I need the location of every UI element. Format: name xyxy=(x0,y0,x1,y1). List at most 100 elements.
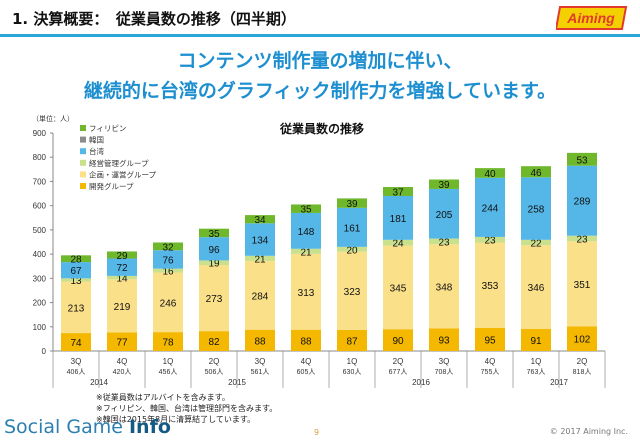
data-label: 24 xyxy=(392,239,404,250)
chart-title: 従業員数の推移 xyxy=(279,121,364,136)
total-label: 708人 xyxy=(435,368,454,376)
data-label: 82 xyxy=(208,337,220,348)
legend-label: 経営管理グループ xyxy=(89,158,149,168)
x-tick-label: 1Q xyxy=(347,357,358,366)
header-divider xyxy=(0,34,640,37)
data-label: 213 xyxy=(68,303,85,314)
aiming-logo: Aiming xyxy=(556,6,628,30)
x-tick-label: 1Q xyxy=(531,357,542,366)
y-tick-label: 600 xyxy=(33,202,47,211)
y-tick-label: 800 xyxy=(33,153,47,162)
social-game-info-logo: Social Game Info xyxy=(4,416,171,438)
data-label: 346 xyxy=(528,283,545,294)
data-label: 39 xyxy=(346,199,358,210)
bar-segment xyxy=(475,168,505,178)
bar-segment xyxy=(245,255,275,261)
data-label: 90 xyxy=(392,336,404,347)
data-label: 53 xyxy=(576,155,588,166)
bar-segment xyxy=(567,235,597,242)
y-tick-label: 300 xyxy=(33,274,47,283)
bar-segment xyxy=(567,152,597,166)
headline-line-1: コンテンツ制作量の増加に伴い、 xyxy=(177,50,463,72)
bar-segment xyxy=(567,165,597,236)
data-label: 37 xyxy=(392,187,404,198)
bar-segment xyxy=(383,187,413,196)
bar-segment xyxy=(245,329,275,351)
bar-segment xyxy=(521,177,551,240)
total-label: 630人 xyxy=(343,368,362,376)
total-label: 755人 xyxy=(481,368,500,376)
data-label: 74 xyxy=(70,338,82,349)
bar-segment xyxy=(61,333,91,351)
data-label: 181 xyxy=(390,214,407,225)
data-label: 284 xyxy=(252,291,269,302)
unit-label: （単位：人） xyxy=(32,114,74,123)
x-tick-label: 1Q xyxy=(163,357,174,366)
bar-segment xyxy=(567,326,597,351)
legend-label: 企画・運営グループ xyxy=(89,169,157,179)
bar-segment xyxy=(475,327,505,351)
total-label: 677人 xyxy=(389,368,408,376)
data-label: 32 xyxy=(162,242,174,253)
data-label: 20 xyxy=(346,245,358,256)
legend-swatch xyxy=(80,148,86,155)
data-label: 353 xyxy=(482,281,499,292)
data-label: 22 xyxy=(530,238,542,249)
data-label: 23 xyxy=(576,234,588,245)
x-tick-label: 4Q xyxy=(117,357,128,366)
bar-segment xyxy=(521,166,551,178)
legend-label: フィリピン xyxy=(89,124,126,133)
bar-segment xyxy=(61,255,91,263)
data-label: 77 xyxy=(116,338,128,349)
bar-segment xyxy=(61,278,91,282)
data-label: 76 xyxy=(162,255,174,266)
data-label: 35 xyxy=(208,229,220,240)
headline-line-2: 継続的に台湾のグラフィック制作力を増強しています。 xyxy=(83,80,557,102)
bar-segment xyxy=(475,242,505,328)
footnotes: ※従業員数はアルバイトを含みます。 ※フィリピン、韓国、台湾は管理部門を含みます… xyxy=(96,392,277,425)
data-label: 23 xyxy=(438,237,450,248)
data-label: 93 xyxy=(438,336,450,347)
x-tick-label: 3Q xyxy=(71,357,82,366)
x-tick-label: 4Q xyxy=(301,357,312,366)
data-label: 19 xyxy=(208,259,220,270)
data-label: 78 xyxy=(162,338,174,349)
bar-segment xyxy=(291,204,321,213)
data-label: 345 xyxy=(390,283,407,294)
bar-segment xyxy=(521,245,551,329)
total-label: 818人 xyxy=(573,368,592,376)
data-label: 21 xyxy=(254,254,266,265)
legend-label: 開発グループ xyxy=(89,181,134,191)
bar-segment xyxy=(475,177,505,237)
legend-swatch xyxy=(80,171,86,178)
data-label: 39 xyxy=(438,180,450,191)
bar-segment xyxy=(107,258,137,276)
total-label: 561人 xyxy=(251,368,270,376)
bar-segment xyxy=(521,328,551,351)
x-tick-label: 4Q xyxy=(485,357,496,366)
bar-segment xyxy=(61,262,91,279)
bar-segment xyxy=(291,329,321,351)
data-label: 34 xyxy=(254,215,266,226)
bar-segment xyxy=(291,253,321,330)
data-label: 96 xyxy=(208,245,220,256)
bar-segment xyxy=(199,331,229,351)
bar-segment xyxy=(153,250,183,269)
total-label: 456人 xyxy=(159,368,178,376)
bar-segment xyxy=(199,260,229,266)
logo-text: Aiming xyxy=(566,10,615,26)
x-tick-label: 3Q xyxy=(439,357,450,366)
data-label: 313 xyxy=(298,288,315,299)
data-label: 91 xyxy=(530,336,542,347)
bar-segment xyxy=(153,332,183,351)
y-tick-label: 400 xyxy=(33,250,47,259)
data-label: 29 xyxy=(116,251,128,262)
data-label: 16 xyxy=(162,267,174,278)
data-label: 28 xyxy=(70,255,82,266)
bar-segment xyxy=(107,332,137,351)
data-label: 323 xyxy=(344,287,361,298)
bar-segment xyxy=(153,268,183,273)
data-label: 258 xyxy=(528,205,545,216)
data-label: 72 xyxy=(116,263,128,274)
bar-segment xyxy=(337,246,367,252)
